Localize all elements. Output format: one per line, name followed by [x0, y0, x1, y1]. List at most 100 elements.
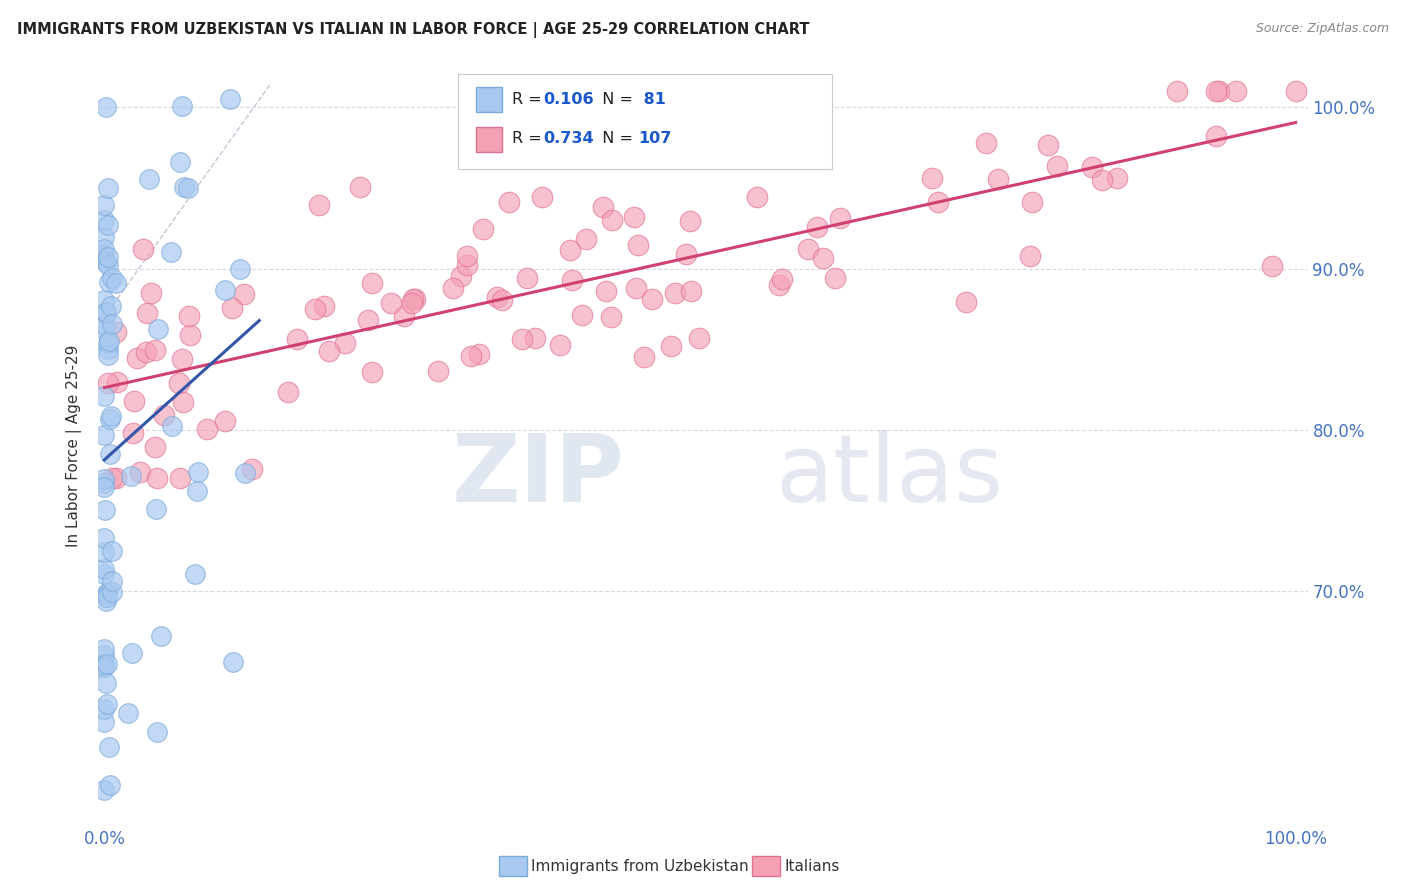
Point	[93, 715, 115, 730]
Point	[592, 200, 614, 214]
Point	[824, 271, 846, 285]
Point	[96, 698, 118, 712]
Point	[921, 171, 943, 186]
Point	[1166, 84, 1188, 98]
Point	[401, 296, 423, 310]
Point	[531, 190, 554, 204]
Point	[93, 566, 115, 581]
Point	[828, 211, 851, 226]
Point	[94, 255, 117, 269]
Point	[150, 629, 173, 643]
Point	[141, 285, 163, 300]
Point	[101, 574, 124, 588]
Point	[1019, 249, 1042, 263]
Point	[93, 562, 115, 576]
Point	[93, 479, 115, 493]
Point	[169, 155, 191, 169]
Point	[626, 281, 648, 295]
FancyBboxPatch shape	[475, 127, 502, 152]
Point	[100, 409, 122, 424]
Point	[184, 566, 207, 581]
FancyBboxPatch shape	[457, 75, 832, 169]
Point	[516, 271, 538, 285]
Point	[169, 471, 191, 485]
Point	[97, 258, 120, 272]
Point	[146, 471, 169, 485]
Text: 0.734: 0.734	[543, 131, 593, 146]
Point	[170, 99, 193, 113]
Point	[100, 471, 122, 485]
Point	[93, 248, 115, 262]
Text: ZIP: ZIP	[451, 430, 624, 523]
Point	[637, 139, 659, 153]
Point	[664, 285, 686, 300]
Point	[548, 338, 571, 352]
Point	[96, 586, 118, 600]
Point	[93, 476, 115, 491]
Point	[633, 350, 655, 364]
Text: 0.106: 0.106	[543, 92, 593, 107]
Point	[93, 658, 115, 673]
Point	[132, 243, 155, 257]
Point	[770, 272, 793, 286]
Text: 81: 81	[638, 92, 665, 107]
Point	[120, 469, 142, 483]
Text: N =: N =	[592, 131, 638, 146]
Point	[104, 471, 127, 485]
Point	[491, 293, 513, 307]
Point	[93, 472, 115, 486]
Point	[122, 425, 145, 440]
Point	[623, 210, 645, 224]
Point	[441, 281, 464, 295]
Point	[745, 189, 768, 203]
Point	[146, 322, 169, 336]
Point	[93, 648, 115, 662]
Point	[93, 531, 115, 545]
Point	[143, 440, 166, 454]
Point	[179, 327, 201, 342]
Point	[218, 92, 240, 106]
Point	[93, 251, 115, 265]
Point	[955, 294, 977, 309]
Point	[195, 422, 218, 436]
Point	[93, 197, 115, 211]
Point	[98, 412, 121, 426]
FancyBboxPatch shape	[475, 87, 502, 112]
Point	[456, 258, 478, 272]
Point	[170, 351, 193, 366]
Point	[688, 331, 710, 345]
Point	[308, 198, 330, 212]
Point	[233, 286, 256, 301]
Point	[177, 181, 200, 195]
Point	[974, 136, 997, 150]
Point	[98, 276, 121, 290]
Point	[426, 364, 449, 378]
Text: N =: N =	[592, 92, 638, 107]
Point	[1205, 128, 1227, 143]
Point	[1105, 170, 1128, 185]
Point	[100, 299, 122, 313]
Point	[450, 269, 472, 284]
Point	[93, 389, 115, 403]
Point	[349, 179, 371, 194]
Point	[472, 222, 495, 236]
Point	[318, 344, 340, 359]
Point	[97, 335, 120, 350]
Point	[304, 301, 326, 316]
Point	[94, 306, 117, 320]
Point	[98, 778, 121, 792]
Point	[96, 587, 118, 601]
Point	[101, 317, 124, 331]
Point	[97, 348, 120, 362]
Point	[1225, 84, 1247, 98]
Point	[97, 376, 120, 391]
Point	[143, 343, 166, 358]
Point	[1205, 84, 1227, 98]
Text: Source: ZipAtlas.com: Source: ZipAtlas.com	[1256, 22, 1389, 36]
Point	[93, 428, 115, 442]
Point	[360, 276, 382, 290]
Point	[524, 331, 547, 345]
Point	[93, 657, 115, 672]
Point	[380, 295, 402, 310]
Point	[96, 305, 118, 319]
